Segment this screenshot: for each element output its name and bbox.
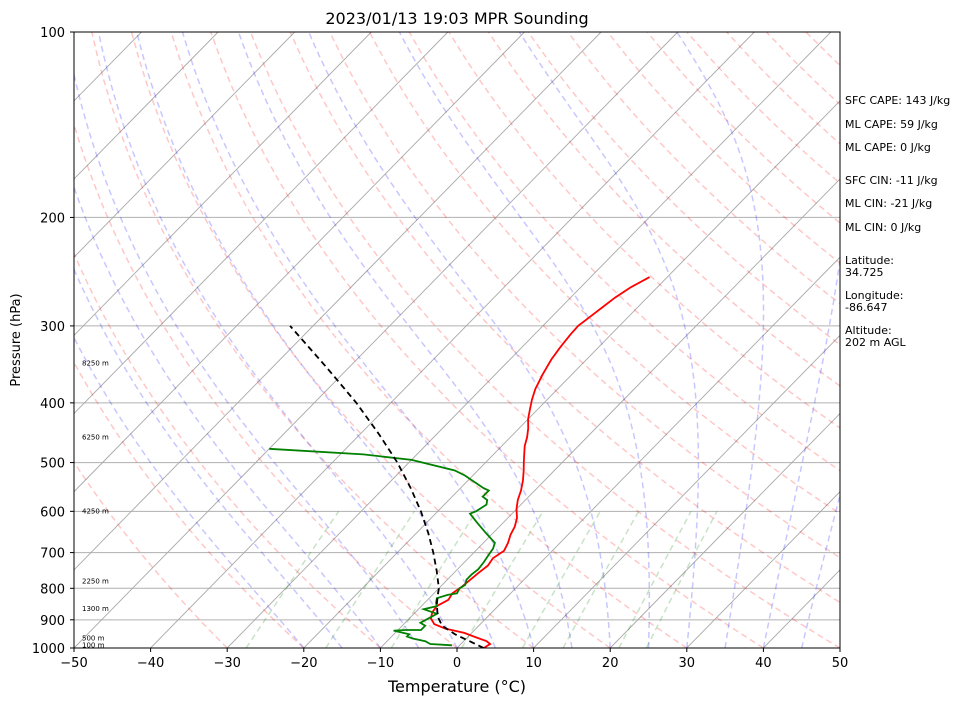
x-axis-label: Temperature (°C) [387,677,526,696]
x-tick-label: 30 [679,656,696,671]
isotherm [380,178,840,648]
moist-adiabat [97,32,458,648]
y-tick-label: 300 [40,320,65,335]
info-longitude: Longitude: -86.647 [845,289,904,314]
x-axis: −50 −40 −30 −20 −10 0 10 20 30 40 50 [60,648,848,671]
isotherm [74,32,602,571]
dry-adiabat [368,32,840,515]
x-tick-label: 40 [755,656,772,671]
dry-adiabat [74,251,381,648]
moist-adiabat [308,32,611,648]
isotherm [609,412,840,648]
moist-adiabat [762,255,840,648]
y-tick-label: 400 [40,397,65,412]
isotherm [456,256,840,648]
x-tick-label: −50 [60,656,87,671]
info-altitude: Altitude: 202 m AGL [845,324,906,349]
mixing-ratio-line [645,510,718,648]
isotherm [226,32,832,648]
mixing-ratio-line [562,510,640,648]
height-label: 2250 m [82,578,109,586]
dry-adiabat [329,32,840,559]
y-tick-label: 500 [40,457,65,472]
info-ml-cin-2: ML CIN: 0 J/kg [845,221,922,234]
plot-frame [73,31,841,649]
moist-adiabat [181,32,535,648]
isotherm [533,334,840,648]
isotherm [74,32,219,180]
isotherm [74,32,372,336]
dry-adiabat [91,32,535,648]
temperature-trace [429,276,651,648]
dry-adiabat [408,32,840,472]
y-tick-label: 1000 [32,642,65,657]
moist-adiabat [676,32,765,648]
dry-adiabat [289,32,840,604]
height-label: 500 m [82,634,105,642]
height-label: 8250 m [82,359,109,367]
mixing-ratio-line [245,510,340,648]
moist-adiabat [398,32,651,648]
moist-adiabat [74,71,420,648]
isotherm [74,32,679,648]
y-tick-label: 900 [40,614,65,629]
isotherm [303,100,840,648]
moist-adiabat [74,184,382,648]
x-tick-label: 10 [525,656,542,671]
moist-adiabat [518,32,700,648]
isotherm [74,32,449,415]
y-axis: 100 200 300 400 500 600 700 800 900 1000 [32,26,74,657]
chart-title: 2023/01/13 19:03 MPR Sounding [325,9,588,28]
y-tick-label: 800 [40,582,65,597]
mixing-ratio-line [618,510,692,648]
dry-adiabat [487,32,840,387]
dewpoint-trace [269,447,496,647]
x-tick-label: 50 [832,656,849,671]
isotherm [150,32,755,648]
parcel-path [289,325,485,648]
dry-adiabat [130,32,611,648]
dry-adiabat [249,32,840,648]
moist-adiabat [800,492,840,648]
dry-adiabat [448,32,840,429]
grid-and-guides [74,32,840,648]
sounding-traces [269,276,651,648]
y-tick-label: 100 [40,26,65,41]
y-tick-label: 600 [40,505,65,520]
height-label: 6250 m [82,433,109,441]
dry-adiabat [74,460,228,648]
info-ml-cape: ML CAPE: 59 J/kg [845,118,938,131]
height-label: 4250 m [82,507,109,515]
x-tick-label: −30 [213,656,240,671]
moist-adiabat [136,32,497,648]
info-ml-cape-2: ML CAPE: 0 J/kg [845,141,931,154]
y-tick-label: 700 [40,547,65,562]
isotherm [74,32,296,258]
mixing-ratio-line [325,510,415,648]
mixing-ratio-line [521,510,601,648]
x-tick-label: 20 [602,656,619,671]
y-tick-label: 200 [40,211,65,226]
info-latitude: Latitude: 34.725 [845,254,894,279]
x-tick-label: −10 [367,656,394,671]
mixing-ratio-line [461,510,544,648]
height-label: 1300 m [82,605,109,613]
dry-adiabat [74,360,305,648]
info-sfc-cin: SFC CIN: -11 J/kg [845,174,938,187]
x-tick-label: −20 [290,656,317,671]
x-tick-label: −40 [137,656,164,671]
isotherm [74,32,525,493]
dry-adiabat [74,122,458,648]
y-axis-label: Pressure (hPa) [9,293,24,386]
moist-adiabat [237,32,573,648]
isotherm [686,491,840,648]
info-sfc-cape: SFC CAPE: 143 J/kg [845,94,951,107]
height-label: 100 m [82,641,105,649]
dry-adiabat [170,32,688,648]
info-ml-cin: ML CIN: -21 J/kg [845,197,933,210]
dry-adiabat [210,32,764,648]
x-tick-label: 0 [453,656,461,671]
